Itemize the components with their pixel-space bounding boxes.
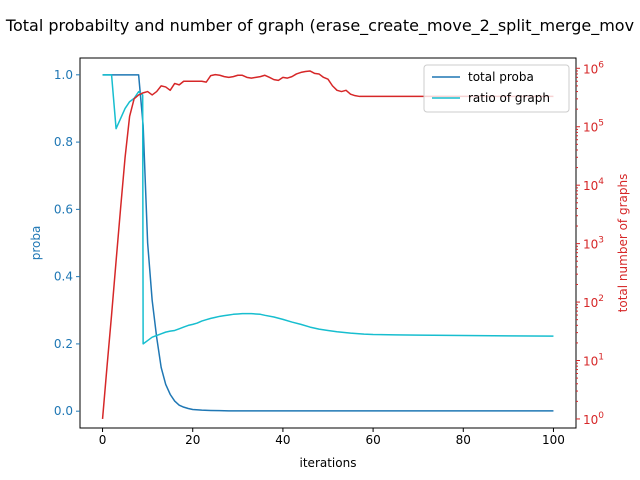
- legend: total proba ratio of graph: [423, 64, 570, 113]
- y-left-tick-label: 0.2: [54, 337, 73, 351]
- x-axis-label: iterations: [300, 456, 357, 470]
- x-tick-label: 20: [185, 433, 200, 447]
- series-line-total-number-of-graphs: [101, 70, 554, 420]
- legend-label-total-proba: total proba: [468, 70, 534, 84]
- y-right-tick-label: 101: [583, 353, 604, 369]
- x-ticks: 0 20 40 60 80 100: [99, 428, 565, 447]
- x-tick-label: 40: [275, 433, 290, 447]
- y-right-tick-label: 104: [583, 177, 604, 193]
- x-tick-label: 80: [456, 433, 471, 447]
- series-layer: [101, 70, 554, 420]
- chart-title: Total probabilty and number of graph (er…: [5, 16, 634, 36]
- y-left-tick-label: 0.0: [54, 404, 73, 418]
- y-right-tick-label: 105: [583, 119, 604, 135]
- y-left-tick-label: 0.8: [54, 135, 73, 149]
- plot-frame: [79, 57, 577, 429]
- series-line-ratio-of-graph: [102, 74, 554, 345]
- y-left-tick-label: 0.4: [54, 270, 73, 284]
- y-left-tick-label: 0.6: [54, 202, 73, 216]
- y-right-tick-label: 102: [583, 294, 604, 310]
- y-left-ticks: 0.0 0.2 0.4 0.6 0.8 1.0: [54, 68, 80, 418]
- legend-label-ratio-of-graph: ratio of graph: [468, 91, 550, 105]
- x-tick-label: 100: [542, 433, 565, 447]
- y-left-axis-label: proba: [29, 226, 43, 261]
- y-left-tick-label: 1.0: [54, 68, 73, 82]
- y-right-axis-label: total number of graphs: [616, 174, 630, 313]
- series-line-total-proba: [102, 74, 554, 412]
- y-right-tick-label: 100: [583, 411, 604, 427]
- x-tick-label: 0: [99, 433, 107, 447]
- y-right-ticks: 100 101 102 103 104 105 106: [576, 60, 604, 427]
- y-right-tick-label: 106: [583, 60, 604, 76]
- x-tick-label: 60: [365, 433, 380, 447]
- y-right-tick-label: 103: [583, 236, 604, 252]
- legend-box: [423, 64, 570, 113]
